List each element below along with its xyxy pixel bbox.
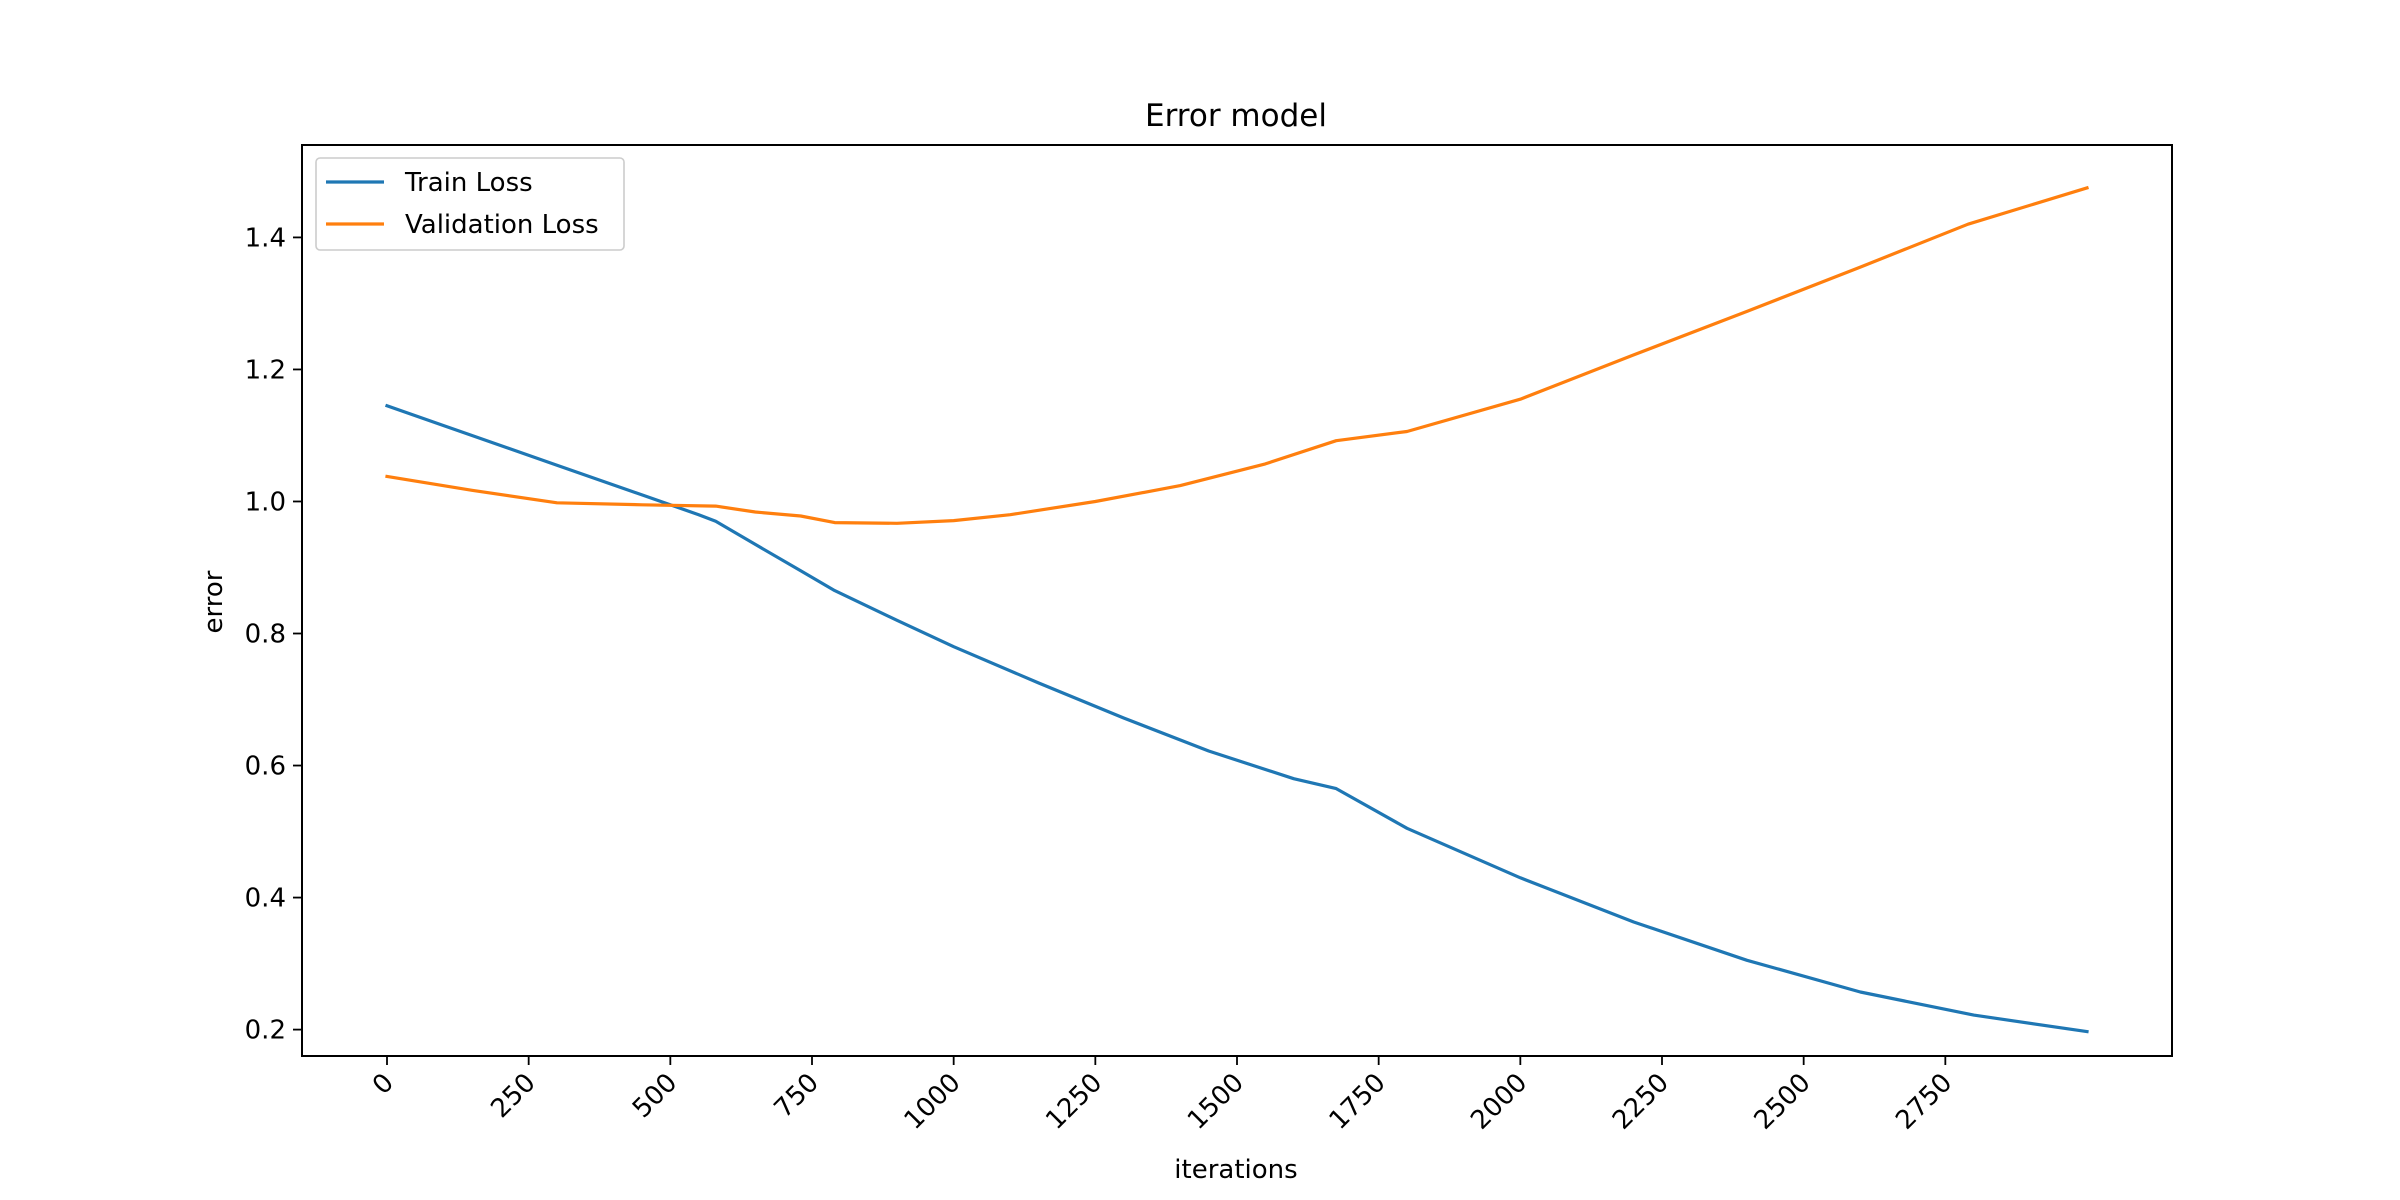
y-tick-label: 0.8 bbox=[245, 620, 286, 650]
chart-title: Error model bbox=[1145, 98, 1327, 134]
series-line-validation-loss bbox=[385, 185, 2089, 525]
series-line-train-loss bbox=[384, 403, 2089, 1034]
legend: Train Loss Validation Loss bbox=[315, 157, 625, 251]
legend-label: Train Loss bbox=[404, 168, 533, 198]
y-tick-label: 1.0 bbox=[245, 487, 286, 517]
y-tick-label: 1.2 bbox=[245, 355, 286, 385]
x-axis-label: iterations bbox=[1174, 1155, 1297, 1185]
y-tick-label: 0.6 bbox=[245, 752, 286, 782]
y-axis-ticks: 0.2 0.4 0.6 0.8 1.0 1.2 1.4 bbox=[245, 223, 302, 1046]
y-tick-label: 0.2 bbox=[245, 1016, 286, 1046]
legend-label: Validation Loss bbox=[405, 210, 599, 240]
y-axis-label: error bbox=[199, 570, 229, 633]
legend-box bbox=[315, 157, 625, 251]
y-tick-label: 0.4 bbox=[245, 884, 286, 914]
y-tick-label: 1.4 bbox=[245, 223, 286, 253]
